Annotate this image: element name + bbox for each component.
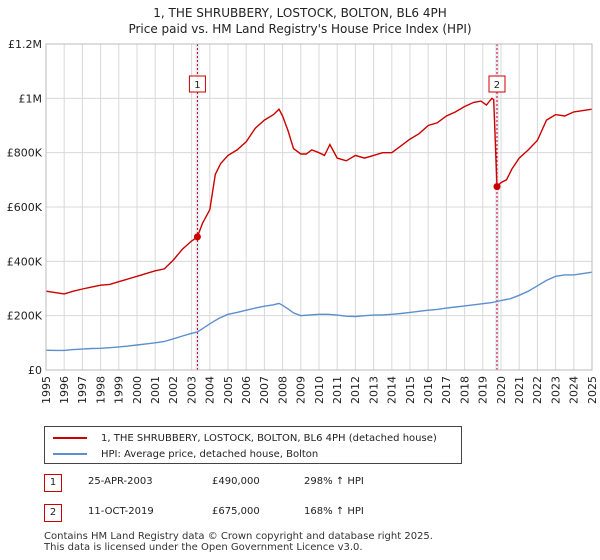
footer-copyright: Contains HM Land Registry data © Crown c… (44, 531, 433, 542)
y-tick-label: £0 (28, 364, 42, 377)
x-tick-label: 2009 (295, 376, 308, 404)
chart-legend: 1, THE SHRUBBERY, LOSTOCK, BOLTON, BL6 4… (44, 426, 462, 464)
sale-hpi-change: 168% ↑ HPI (304, 506, 364, 517)
x-tick-label: 1995 (40, 376, 53, 404)
x-tick-label: 2008 (276, 376, 289, 404)
sale-price: £490,000 (212, 476, 260, 487)
sale-date: 11-OCT-2019 (88, 506, 154, 517)
x-tick-label: 2024 (568, 376, 581, 404)
sale-price: £675,000 (212, 506, 260, 517)
sale-band (195, 44, 200, 370)
sale-date: 25-APR-2003 (88, 476, 153, 487)
sale-band (494, 44, 499, 370)
x-tick-label: 2005 (222, 376, 235, 404)
y-tick-label: £800K (7, 147, 43, 160)
x-tick-label: 2012 (349, 376, 362, 404)
footer: Contains HM Land Registry data © Crown c… (44, 531, 433, 553)
footer-licence: This data is licensed under the Open Gov… (44, 542, 363, 553)
x-tick-label: 1996 (58, 376, 71, 404)
legend-label-property: 1, THE SHRUBBERY, LOSTOCK, BOLTON, BL6 4… (101, 432, 437, 444)
x-tick-label: 2020 (495, 376, 508, 404)
x-tick-label: 2000 (131, 376, 144, 404)
sale-marker-label: 1 (194, 80, 200, 91)
hpi-line (45, 271, 593, 352)
chart-title-line1: 1, THE SHRUBBERY, LOSTOCK, BOLTON, BL6 4… (153, 6, 447, 20)
sale-marker: 1 (44, 474, 62, 492)
y-tick-label: £200K (7, 310, 43, 323)
x-tick-label: 2006 (240, 376, 253, 404)
x-tick-label: 2022 (531, 376, 544, 404)
x-tick-label: 2017 (440, 376, 453, 404)
y-tick-label: £1.2M (8, 38, 42, 51)
x-tick-label: 2025 (586, 376, 599, 404)
legend-swatch-hpi (53, 453, 87, 455)
x-tick-label: 2010 (313, 376, 326, 404)
y-tick-label: £400K (7, 255, 43, 268)
x-tick-label: 2015 (404, 376, 417, 404)
x-tick-label: 1998 (94, 376, 107, 404)
x-tick-label: 1999 (113, 376, 126, 404)
x-tick-label: 2014 (386, 376, 399, 404)
price-chart: £0 £200K £400K £600K £800K £1M £1.2M 1995 1996 19… (7, 38, 599, 404)
legend-label-hpi: HPI: Average price, detached house, Bolt… (101, 448, 319, 460)
sale-marker-label: 2 (494, 80, 500, 91)
plot-frame (45, 43, 593, 371)
x-tick-label: 2003 (185, 376, 198, 404)
x-tick-label: 2004 (204, 376, 217, 404)
x-tick-label: 2023 (549, 376, 562, 404)
x-tick-label: 2013 (367, 376, 380, 404)
legend-item-property: 1, THE SHRUBBERY, LOSTOCK, BOLTON, BL6 4… (53, 431, 437, 445)
y-tick-label: £1M (19, 92, 43, 105)
x-tick-label: 2001 (149, 376, 162, 404)
x-tick-label: 2011 (331, 376, 344, 404)
x-tick-label: 2019 (477, 376, 490, 404)
sale-point (193, 233, 201, 241)
sale-marker-box (188, 75, 206, 93)
sale-marker: 2 (44, 504, 62, 522)
x-tick-label: 2018 (458, 376, 471, 404)
y-tick-label: £600K (7, 201, 43, 214)
x-tick-label: 1997 (76, 376, 89, 404)
x-tick-label: 2007 (258, 376, 271, 404)
chart-title-line2: Price paid vs. HM Land Registry's House … (128, 22, 472, 36)
sale-point (493, 183, 501, 191)
sale-marker-box (488, 75, 506, 93)
x-tick-label: 2002 (167, 376, 180, 404)
x-tick-label: 2016 (422, 376, 435, 404)
x-tick-label: 2021 (513, 376, 526, 404)
legend-swatch-property (53, 437, 87, 439)
legend-item-hpi: HPI: Average price, detached house, Bolt… (53, 447, 318, 461)
sale-hpi-change: 298% ↑ HPI (304, 476, 364, 487)
